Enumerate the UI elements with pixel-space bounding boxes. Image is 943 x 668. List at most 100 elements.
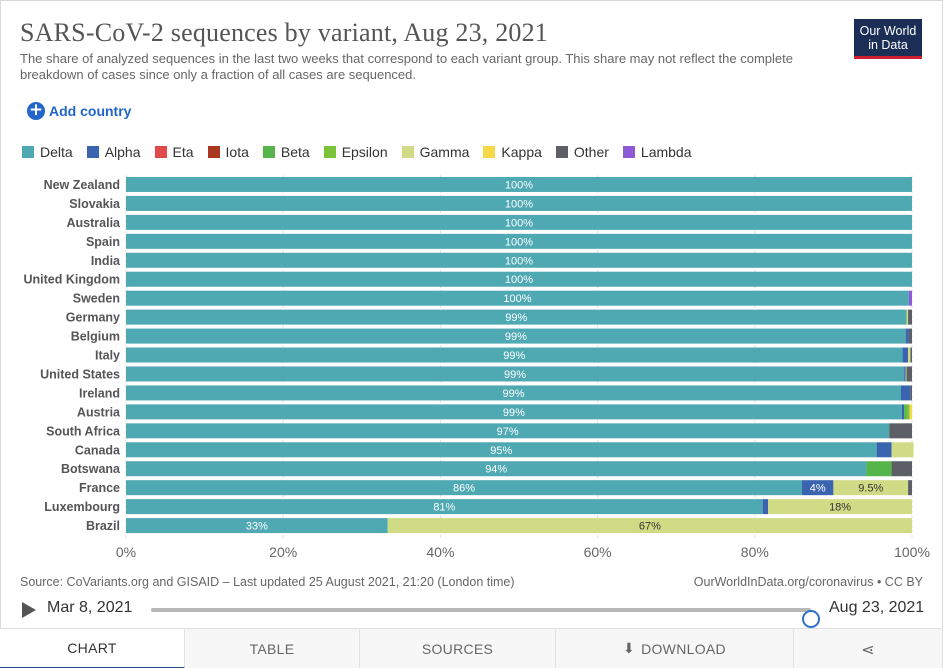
bar-value-label: 100% [505,236,533,248]
bar-segment-gamma [905,366,907,382]
bar-segment-delta [126,176,912,192]
timeline-start-date: Mar 8, 2021 [47,599,133,616]
legend-label: Alpha [104,144,141,160]
bar-value-label: 99% [504,369,526,381]
bar-value-label: 33% [246,521,268,533]
bar-segment-gamma [768,499,912,515]
bar-segment-beta [904,404,907,420]
share-icon: ⋖ [861,639,875,659]
bar-segment-gamma [906,309,909,325]
add-country-label: Add country [49,103,132,119]
category-label: Germany [66,311,120,325]
bar-value-label: 67% [639,521,661,533]
add-country-button[interactable]: + Add country [27,102,131,120]
legend-item-delta[interactable]: Delta [22,144,73,160]
legend-item-lambda[interactable]: Lambda [622,144,692,160]
legend-item-gamma[interactable]: Gamma [401,144,470,160]
legend-swatch [323,146,336,158]
share-button[interactable]: ⋖ [794,629,943,668]
bar-segment-delta [126,366,905,382]
timeline-handle[interactable] [802,610,820,628]
legend-swatch [154,146,167,158]
legend-label: Kappa [501,144,542,160]
x-tick-label: 100% [894,544,930,560]
logo-line-1: Our World [859,24,917,38]
x-tick-label: 40% [426,544,454,560]
category-label: Spain [86,235,120,249]
bar-segment-delta [126,195,912,211]
category-label: South Africa [46,424,121,438]
site-link[interactable]: OurWorldInData.org/coronavirus • CC BY [693,575,923,589]
bar-segment-epsilon [906,404,910,420]
category-label: Ireland [79,386,120,400]
tab-table[interactable]: TABLE [185,629,360,668]
bar-value-label: 99% [503,350,525,362]
legend-item-epsilon[interactable]: Epsilon [323,144,388,160]
bar-segment-other [891,461,912,477]
bar-segment-alpha [905,328,909,344]
tab-bar: CHART TABLE SOURCES ⬇ DOWNLOAD ⋖ [0,628,943,668]
bar-segment-delta [126,214,912,230]
timeline-track-fill [151,608,811,612]
bar-segment-alpha [901,404,905,420]
tab-chart[interactable]: CHART [0,629,185,668]
bar-segment-other [910,385,912,401]
stacked-bar-chart: 0% 20% 40% 60% 80% 100% New Zealand 100% Slovaki… [23,175,930,560]
legend-label: Epsilon [341,144,388,160]
bar-segment-gamma [891,442,914,458]
bar-segment-alpha [900,385,911,401]
category-label: Sweden [73,292,120,306]
bar-segment-alpha [762,499,769,515]
bar-segment-delta [126,290,909,306]
bar-segment-other [908,480,912,496]
tab-sources-label: SOURCES [421,641,494,657]
bar-value-label: 99% [503,407,525,419]
legend-swatch [555,146,568,158]
timeline-track[interactable] [151,608,820,628]
legend-item-alpha[interactable]: Alpha [86,144,141,160]
category-label: Austria [77,405,121,419]
legend-item-beta[interactable]: Beta [262,144,310,160]
bar-segment-delta [126,404,902,420]
bar-segment-beta [866,461,892,477]
bar-segment-delta [126,271,912,287]
bar-segment-delta [126,252,912,268]
bar-segment-alpha [876,442,892,458]
legend-item-kappa[interactable]: Kappa [483,144,542,160]
play-icon[interactable] [22,602,36,618]
bar-value-label: 100% [505,179,533,191]
tab-download[interactable]: ⬇ DOWNLOAD [556,629,794,668]
bar-segment-other [889,423,912,439]
legend-label: Gamma [419,144,470,160]
bar-segment-lambda [908,290,912,306]
logo-line-2: in Data [868,38,908,52]
legend-label: Delta [40,144,73,160]
tab-sources[interactable]: SOURCES [360,629,556,668]
bar-value-label: 4% [810,483,826,495]
bar-segment-alpha [904,366,906,382]
bar-value-label: 99% [505,331,527,343]
x-tick-label: 80% [741,544,769,560]
owid-logo[interactable]: Our World in Data [854,19,922,59]
bar-segment-delta [126,518,388,534]
bar-segment-delta [126,480,802,496]
bar-segment-delta [126,442,877,458]
tab-table-label: TABLE [249,641,295,657]
bar-segment-delta [126,423,890,439]
bar-value-label: 99% [505,312,527,324]
legend-label: Other [573,144,609,160]
timeline: Mar 8, 2021 Aug 23, 2021 [0,598,943,628]
bar-segment-other [910,347,912,363]
legend-label: Eta [172,144,194,160]
bar-segment-other [908,309,912,325]
legend-item-other[interactable]: Other [555,144,609,160]
bar-segment-gamma [908,347,911,363]
tab-download-label: DOWNLOAD [641,641,726,657]
legend-swatch [22,146,34,158]
chart-title: SARS-CoV-2 sequences by variant, Aug 23,… [20,18,549,47]
legend-item-eta[interactable]: Eta [154,144,194,160]
bar-segment-other [906,366,912,382]
bar-segment-delta [126,328,906,344]
x-tick-label: 20% [269,544,297,560]
legend-item-iota[interactable]: Iota [207,144,249,160]
